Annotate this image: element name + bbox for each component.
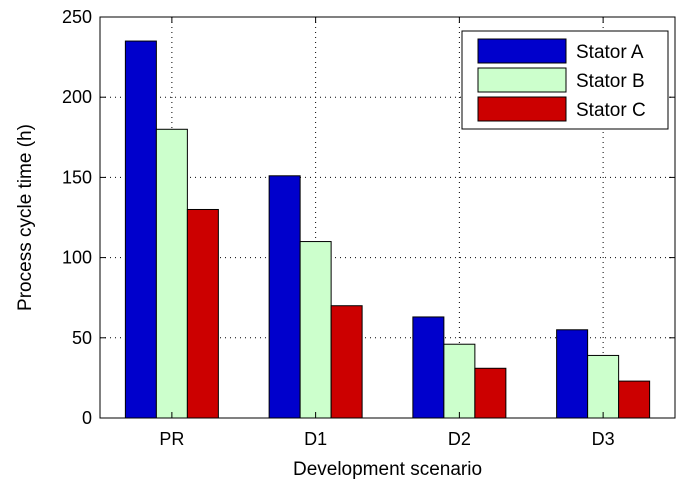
x-axis-label: Development scenario (293, 459, 482, 480)
bar (412, 316, 445, 419)
bar (587, 354, 620, 419)
legend-label: Stator A (576, 42, 644, 63)
legend-swatch (477, 38, 567, 64)
y-tick-label: 200 (62, 87, 92, 107)
bar (155, 128, 188, 419)
bars (124, 40, 651, 419)
y-tick-label: 150 (62, 167, 92, 187)
bar (186, 208, 219, 419)
legend-label: Stator B (576, 71, 645, 92)
legend-label: Stator C (576, 100, 646, 121)
bar (443, 343, 476, 419)
x-tick-label: D1 (304, 429, 327, 449)
ticks: 0 50 100 150 200 250 PR D1 D2 D3 (62, 7, 675, 449)
y-tick-label: 250 (62, 7, 92, 27)
legend: Stator A Stator B Stator C (461, 30, 669, 130)
bar (474, 367, 507, 419)
y-tick-label: 100 (62, 248, 92, 268)
legend-swatch (477, 96, 567, 122)
bar (330, 305, 363, 419)
bar (618, 380, 651, 419)
x-tick-label: PR (159, 429, 184, 449)
bar (299, 241, 332, 419)
x-tick-label: D2 (448, 429, 471, 449)
axes (99, 16, 676, 419)
y-axis-label: Process cycle time (h) (15, 124, 36, 311)
legend-swatch (477, 67, 567, 93)
bar (556, 329, 589, 419)
bar (124, 40, 157, 419)
y-tick-label: 50 (72, 328, 92, 348)
x-tick-label: D3 (592, 429, 615, 449)
plot-frame (99, 16, 676, 419)
bar (268, 175, 301, 419)
y-tick-label: 0 (82, 408, 92, 428)
